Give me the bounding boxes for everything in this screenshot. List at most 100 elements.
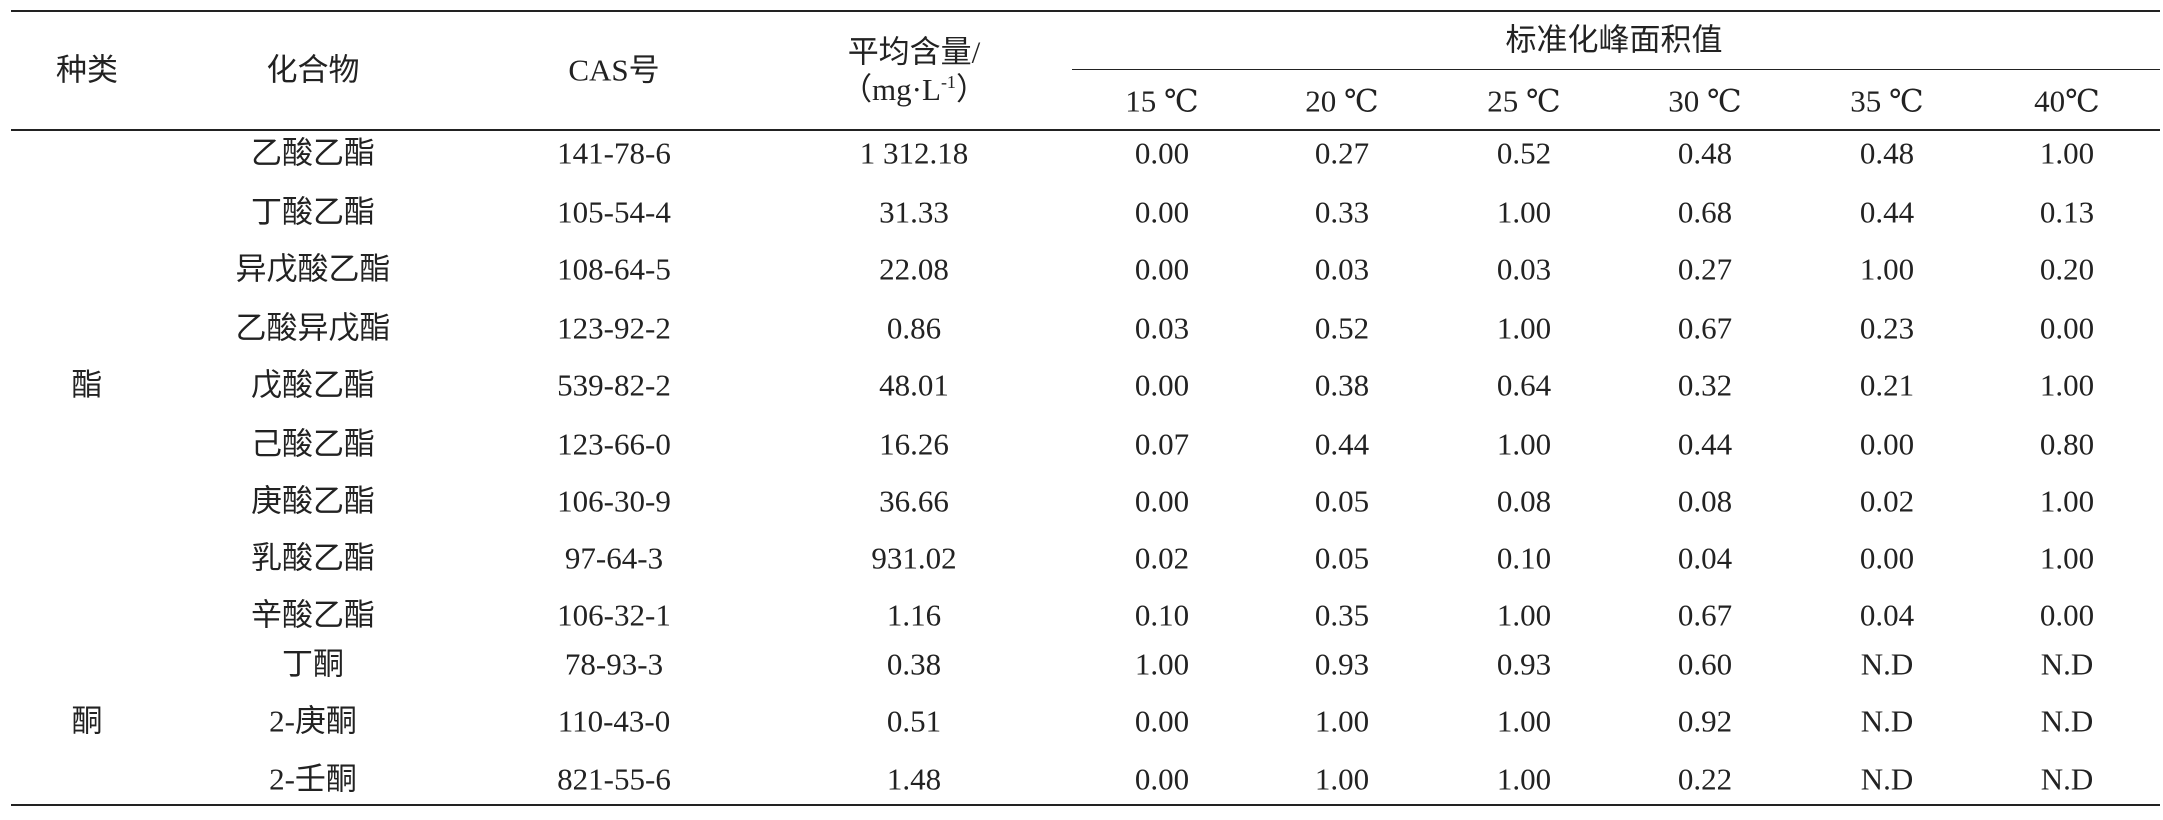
value-cell: 123-92-2 (557, 310, 671, 346)
header-unit: （mg·L-1） (841, 73, 987, 105)
value-cell: 1.00 (1496, 310, 1552, 346)
header-rule (11, 129, 2160, 131)
value-cell: 1.00 (2039, 483, 2095, 519)
header-temp: 25 ℃ (1487, 83, 1561, 119)
compound-cell: 乙酸乙酯 (251, 135, 375, 171)
value-cell: 0.60 (1677, 646, 1733, 682)
value-cell: 0.93 (1496, 646, 1552, 682)
header-temp: 20 ℃ (1305, 83, 1379, 119)
value-cell: 0.04 (1859, 597, 1915, 633)
value-cell: 0.13 (2039, 194, 2095, 230)
value-cell: N.D (2040, 646, 2094, 682)
unit-close: ） (955, 72, 987, 107)
bottom-rule (11, 804, 2160, 806)
value-cell: 539-82-2 (557, 367, 671, 403)
value-cell: 97-64-3 (564, 540, 664, 576)
value-cell: 0.00 (1859, 540, 1915, 576)
value-cell: 22.08 (879, 251, 949, 287)
value-cell: 36.66 (879, 483, 949, 519)
value-cell: 0.10 (1496, 540, 1552, 576)
value-cell: 0.00 (1134, 483, 1190, 519)
unit-text: （mg·L (841, 72, 941, 107)
value-cell: 0.93 (1314, 646, 1370, 682)
value-cell: 110-43-0 (557, 703, 671, 739)
value-cell: 0.10 (1134, 597, 1190, 633)
value-cell: 0.20 (2039, 251, 2095, 287)
value-cell: 0.48 (1677, 135, 1733, 171)
value-cell: 1.00 (1134, 646, 1190, 682)
value-cell: 0.00 (1134, 761, 1190, 797)
value-cell: 0.00 (1859, 426, 1915, 462)
value-cell: 0.00 (1134, 194, 1190, 230)
value-cell: 0.00 (1134, 251, 1190, 287)
value-cell: 108-64-5 (557, 251, 671, 287)
category-cell: 酮 (71, 703, 103, 739)
value-cell: 0.08 (1677, 483, 1733, 519)
header-cas: CAS号 (568, 52, 660, 88)
value-cell: 821-55-6 (557, 761, 671, 797)
value-cell: 0.02 (1134, 540, 1190, 576)
compound-cell: 2-庚酮 (269, 703, 357, 739)
value-cell: 0.64 (1496, 367, 1552, 403)
value-cell: 106-30-9 (557, 483, 671, 519)
header-category: 种类 (56, 52, 118, 88)
compound-cell: 丁酮 (282, 646, 344, 682)
value-cell: 0.00 (1134, 367, 1190, 403)
header-average: 平均含量/ (847, 34, 981, 70)
value-cell: 0.38 (1314, 367, 1370, 403)
value-cell: 0.03 (1314, 251, 1370, 287)
compound-cell: 异戊酸乙酯 (235, 251, 391, 287)
value-cell: 0.80 (2039, 426, 2095, 462)
value-cell: 0.52 (1496, 135, 1552, 171)
value-cell: N.D (1860, 703, 1914, 739)
value-cell: 0.00 (2039, 597, 2095, 633)
value-cell: 0.35 (1314, 597, 1370, 633)
value-cell: 106-32-1 (557, 597, 671, 633)
compound-cell: 己酸乙酯 (251, 426, 375, 462)
value-cell: 0.03 (1134, 310, 1190, 346)
value-cell: 0.92 (1677, 703, 1733, 739)
compound-cell: 辛酸乙酯 (251, 597, 375, 633)
value-cell: 0.68 (1677, 194, 1733, 230)
value-cell: 1.16 (886, 597, 942, 633)
compound-cell: 2-壬酮 (269, 761, 357, 797)
value-cell: 0.23 (1859, 310, 1915, 346)
compound-cell: 戊酸乙酯 (251, 367, 375, 403)
value-cell: 0.67 (1677, 597, 1733, 633)
value-cell: 48.01 (879, 367, 949, 403)
value-cell: N.D (2040, 703, 2094, 739)
value-cell: 1.00 (1314, 761, 1370, 797)
value-cell: 1.00 (1314, 703, 1370, 739)
value-cell: 0.48 (1859, 135, 1915, 171)
value-cell: 0.03 (1496, 251, 1552, 287)
value-cell: 1.00 (1496, 703, 1552, 739)
value-cell: 0.07 (1134, 426, 1190, 462)
value-cell: 1.00 (1496, 761, 1552, 797)
header-temp: 40℃ (2034, 83, 2100, 119)
value-cell: 1.00 (2039, 540, 2095, 576)
value-cell: 0.02 (1859, 483, 1915, 519)
value-cell: 78-93-3 (564, 646, 664, 682)
compound-cell: 丁酸乙酯 (251, 194, 375, 230)
value-cell: 1 312.18 (859, 135, 969, 171)
value-cell: 0.44 (1314, 426, 1370, 462)
header-group: 标准化峰面积值 (1505, 22, 1723, 58)
value-cell: 0.05 (1314, 483, 1370, 519)
value-cell: 0.44 (1859, 194, 1915, 230)
value-cell: 0.44 (1677, 426, 1733, 462)
compound-cell: 庚酸乙酯 (251, 483, 375, 519)
value-cell: 0.00 (2039, 310, 2095, 346)
value-cell: N.D (1860, 761, 1914, 797)
value-cell: 31.33 (879, 194, 949, 230)
value-cell: 0.38 (886, 646, 942, 682)
top-rule (11, 10, 2160, 12)
value-cell: 16.26 (879, 426, 949, 462)
value-cell: 0.22 (1677, 761, 1733, 797)
value-cell: 141-78-6 (557, 135, 671, 171)
header-temp: 15 ℃ (1125, 83, 1199, 119)
value-cell: N.D (2040, 761, 2094, 797)
header-temp: 35 ℃ (1850, 83, 1924, 119)
compound-cell: 乙酸异戊酯 (235, 310, 391, 346)
value-cell: 931.02 (871, 540, 957, 576)
value-cell: 0.86 (886, 310, 942, 346)
